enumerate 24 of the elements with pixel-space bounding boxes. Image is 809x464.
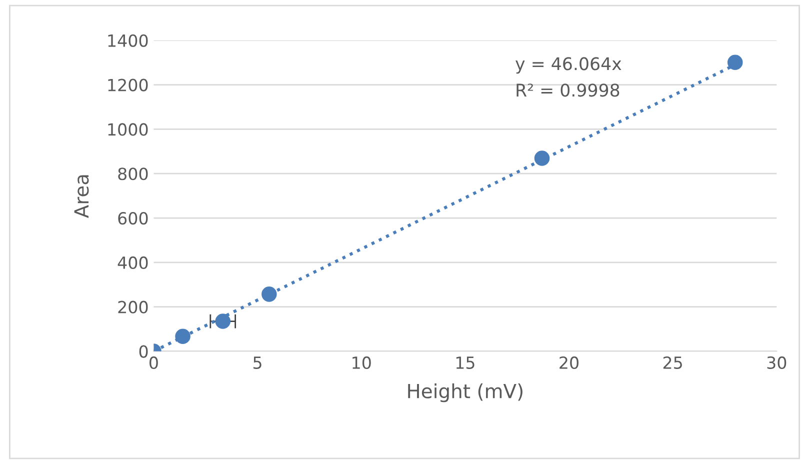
x-tick-label: 0	[150, 356, 158, 370]
point	[215, 314, 230, 329]
y-tick-label: 600	[118, 212, 148, 225]
annotation: R² = 0.9998	[516, 84, 620, 97]
point	[727, 54, 743, 70]
x-axis-title: Height (mV)	[408, 383, 522, 402]
x-tick-label: 5	[254, 356, 262, 370]
y-tick-label: 1400	[108, 34, 148, 47]
annotation: y = 46.064x	[516, 57, 622, 74]
y-tick-label: 200	[118, 300, 148, 314]
point	[175, 328, 190, 344]
point	[262, 286, 277, 302]
x-tick-label: 10	[352, 356, 371, 370]
x-tick-label: 25	[663, 356, 682, 370]
x-tick-label: 20	[560, 356, 578, 370]
y-tick-label: 1200	[108, 78, 148, 92]
x-tick-label: 15	[456, 356, 474, 370]
y-tick-label: 400	[118, 256, 148, 269]
x-tick-label: 30	[767, 356, 786, 370]
y-tick-label: 800	[118, 168, 148, 180]
y-axis-title: Area	[74, 175, 89, 218]
point	[534, 150, 550, 166]
y-tick-label: 0	[139, 345, 148, 358]
y-tick-label: 1000	[108, 123, 148, 136]
